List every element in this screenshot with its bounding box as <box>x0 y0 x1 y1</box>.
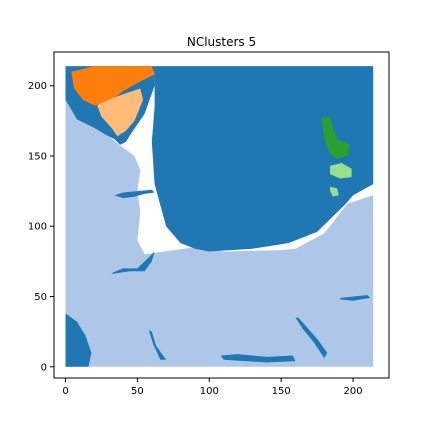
x-tick-label: 200 <box>344 386 363 397</box>
cluster-0-region-0 <box>65 80 374 367</box>
cluster-5-region-1 <box>330 186 339 197</box>
y-tick-label: 0 <box>41 362 47 373</box>
y-tick-label: 200 <box>28 81 47 92</box>
cluster-1-region-5 <box>220 354 296 363</box>
x-tick-label: 50 <box>131 386 144 397</box>
cluster-1-region-2 <box>65 313 92 367</box>
x-axis: 0 50 100 150 200 <box>62 378 363 397</box>
y-tick-label: 150 <box>28 151 47 162</box>
x-tick-label: 0 <box>62 386 68 397</box>
y-axis: 0 50 100 150 200 <box>28 81 54 373</box>
x-tick-label: 100 <box>200 386 219 397</box>
cluster-1-region-6 <box>338 295 371 301</box>
cluster-1-region-7 <box>148 330 167 360</box>
chart-title: NClusters 5 <box>187 35 256 49</box>
cluster-1-region-3 <box>114 189 155 199</box>
x-tick-label: 150 <box>272 386 291 397</box>
plot-frame <box>53 51 390 379</box>
cluster-2-region-0 <box>71 66 155 106</box>
cluster-1-region-8 <box>295 317 328 359</box>
cluster-4-region-0 <box>321 116 351 159</box>
y-tick-label: 100 <box>28 222 47 233</box>
cluster-1-region-1 <box>151 66 374 252</box>
cluster-regions <box>65 66 374 367</box>
y-tick-label: 50 <box>34 292 47 303</box>
cluster-5-region-0 <box>330 163 352 179</box>
cluster-1-region-4 <box>111 251 155 274</box>
cluster-3-region-0 <box>97 88 144 137</box>
